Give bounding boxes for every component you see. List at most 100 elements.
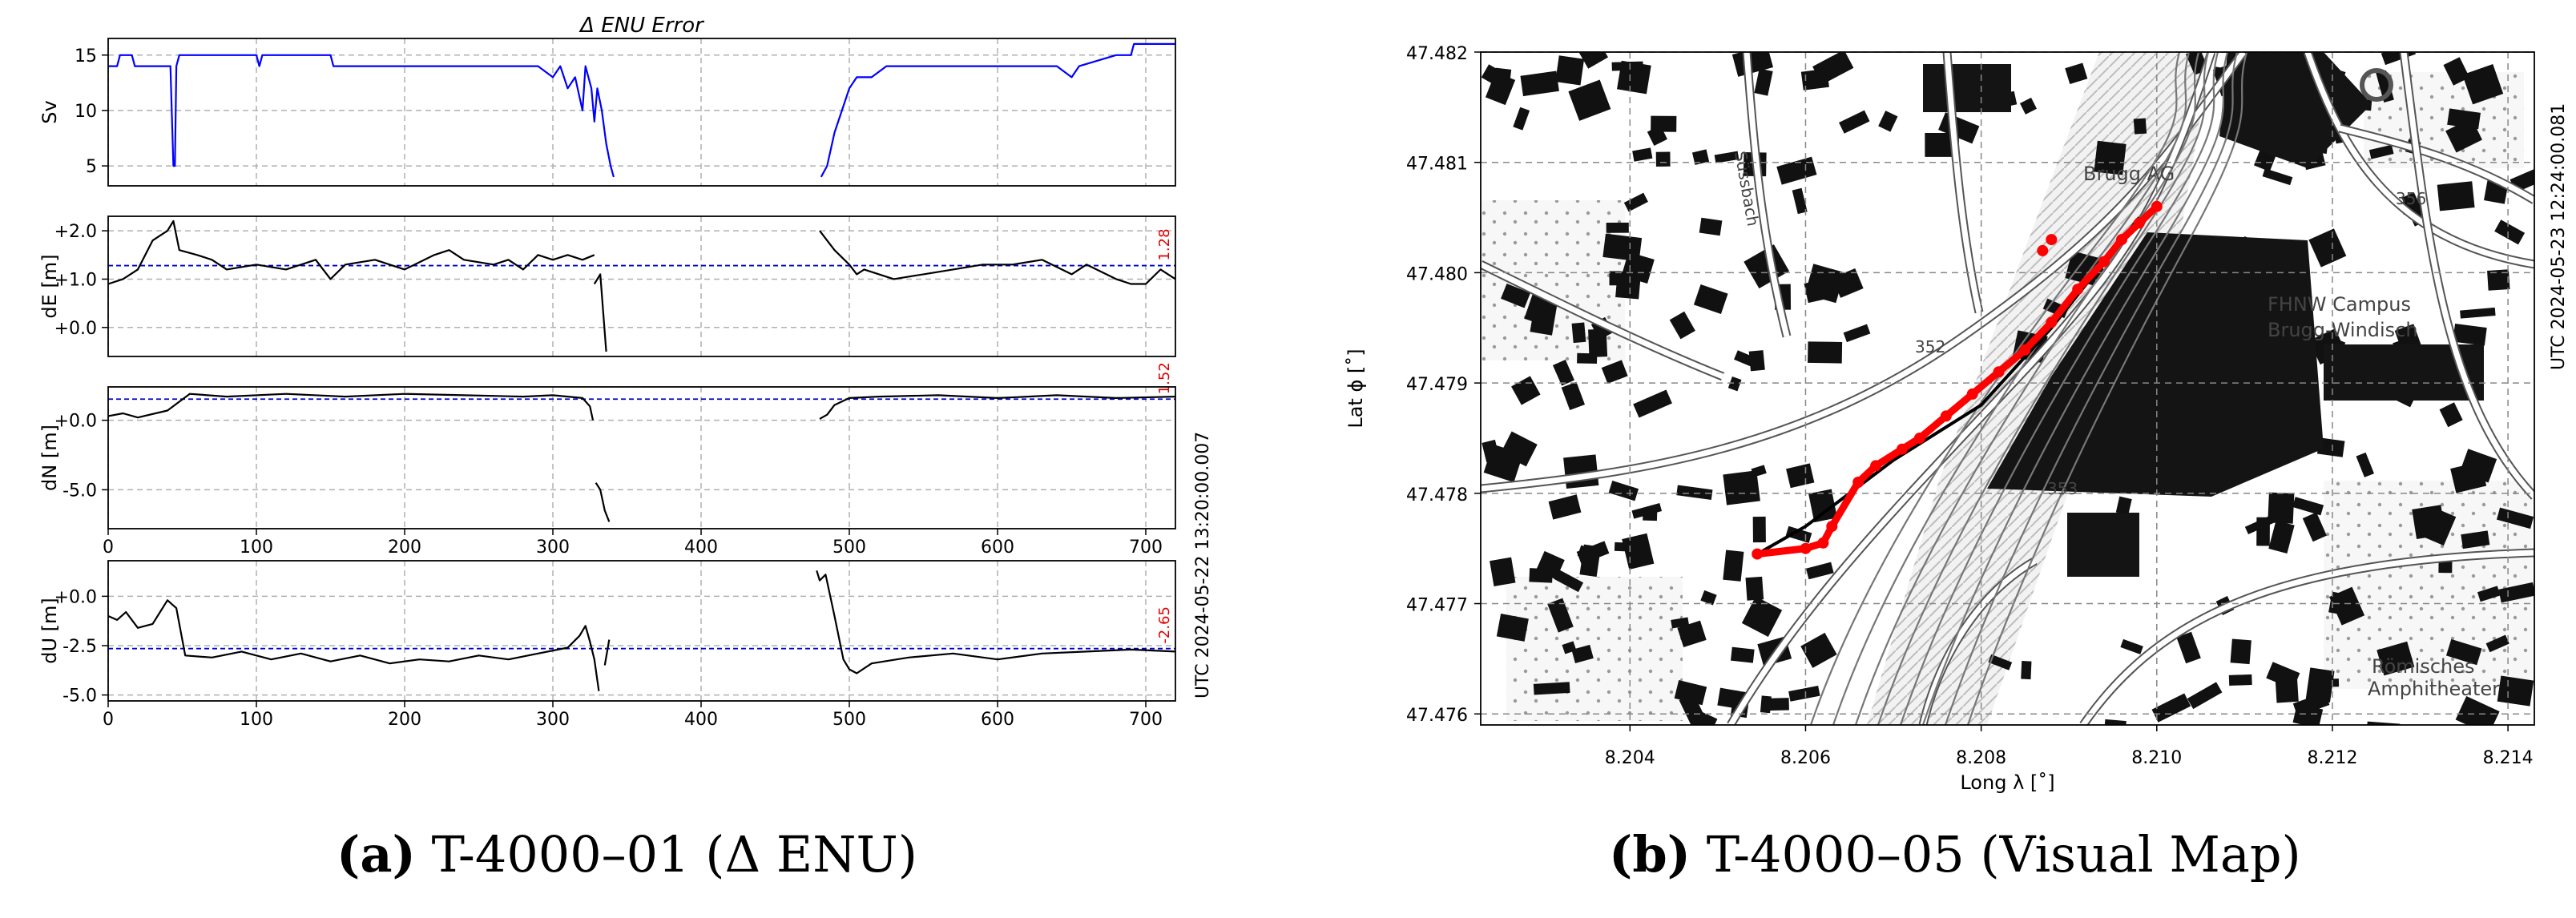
y-tick-label: +2.0 <box>54 222 97 242</box>
map-building <box>1767 698 1789 711</box>
map-building <box>2453 323 2487 346</box>
trajectory-line <box>1753 203 2161 558</box>
map-axes-frame <box>1480 51 2535 726</box>
map-road <box>1481 52 2246 492</box>
x-axis-label: Long λ [˚] <box>1960 771 2054 794</box>
subplot-dn: +0.0 -5.0 1.52 0 100 200 300 400 500 600 700 dN [m] <box>38 362 1176 558</box>
map-building <box>1669 311 1695 340</box>
y-axis-label: Lat ϕ [˚] <box>1344 348 1367 428</box>
y-tick-label: -5.0 <box>62 481 97 501</box>
axes-frame <box>107 215 1176 357</box>
axes-frame <box>107 386 1176 529</box>
map-building <box>2497 675 2534 707</box>
map-building <box>1496 614 1529 642</box>
map-building <box>1812 52 1854 85</box>
map-building <box>1717 687 1740 709</box>
map-large-building <box>2219 52 2372 168</box>
map-building <box>1808 341 1843 364</box>
map-building <box>1631 503 1663 519</box>
map-building <box>1751 465 1767 477</box>
y-axis-label: dN [m] <box>38 425 61 491</box>
map-building <box>2412 505 2446 540</box>
map-building <box>1533 682 1570 695</box>
map-building <box>2365 721 2401 725</box>
map-building <box>1748 350 1765 372</box>
enu-error-figure: Δ ENU Error 15 10 5 Sv +2.0 +1.0 +0.0 1.28 dE [m]… <box>38 14 1213 730</box>
map-road <box>1744 52 1790 337</box>
map-building <box>2187 682 2223 710</box>
y-tick-label: 47.480 <box>1406 264 1468 284</box>
map-place-label: Brugg-Windisch <box>2268 319 2418 341</box>
series-line <box>107 393 595 421</box>
x-tick-label: 400 <box>684 710 718 730</box>
map-building <box>1623 192 1648 212</box>
map-building <box>1576 541 1610 565</box>
map-building <box>1633 389 1672 418</box>
map-building <box>2292 703 2324 725</box>
trajectory-point <box>2046 234 2058 246</box>
map-building <box>2443 57 2470 86</box>
map-building <box>1745 576 1764 601</box>
series-line <box>593 273 607 352</box>
map-building <box>1674 679 1707 706</box>
map-building <box>1627 553 1649 566</box>
map-building <box>1676 485 1713 500</box>
map-building <box>1548 494 1582 520</box>
series-line <box>595 482 611 522</box>
map-building <box>1786 463 1815 489</box>
map-building <box>1571 644 1594 663</box>
map-building <box>1700 590 1717 606</box>
map-large-building <box>1923 64 2011 112</box>
mean-label: 1.52 <box>1156 362 1173 394</box>
map-building <box>1577 352 1598 364</box>
map-rail-track <box>1921 52 2229 725</box>
map-building <box>2256 517 2270 546</box>
map-building <box>2368 144 2394 159</box>
x-tick-label: 8.208 <box>1956 748 2006 768</box>
y-axis-label: dU [m] <box>38 598 61 664</box>
map-building <box>1741 596 1783 638</box>
map-rail-track <box>1899 52 2219 725</box>
series-line <box>107 599 600 691</box>
caption-left-label: (a) <box>337 825 416 884</box>
y-tick-label: 47.481 <box>1406 155 1468 175</box>
map-place-label: 353 <box>2047 479 2078 498</box>
y-tick-label: +0.0 <box>54 319 97 339</box>
map-road <box>1481 261 1724 380</box>
caption-right-text: T-4000–05 (Visual Map) <box>1706 825 2301 884</box>
map-rail-track <box>1809 52 2181 725</box>
map-building <box>2228 674 2252 686</box>
y-axis-label: Sv <box>38 100 61 123</box>
map-building <box>2460 307 2496 319</box>
map-road <box>2401 52 2534 499</box>
series-line <box>820 42 1175 178</box>
map-building <box>1691 149 1710 165</box>
map-building <box>2292 497 2324 516</box>
x-tick-label: 8.206 <box>1780 748 1831 768</box>
y-tick-label: 47.482 <box>1406 44 1468 64</box>
map-building <box>2115 496 2132 516</box>
map-road <box>2081 550 2534 725</box>
map-building <box>1752 516 1766 543</box>
map-building <box>2120 638 2143 654</box>
map-building <box>2494 219 2526 245</box>
x-tick-label: 100 <box>240 710 273 730</box>
map-building <box>2021 661 2032 680</box>
x-tick-label: 0 <box>103 710 114 730</box>
map-building <box>2485 634 2509 653</box>
map-building <box>1792 187 1808 215</box>
map-building <box>1482 439 1500 463</box>
x-tick-label: 500 <box>832 710 866 730</box>
map-building <box>1513 107 1530 131</box>
map-building <box>2133 118 2147 135</box>
map-building <box>1520 70 1559 97</box>
map-building <box>1805 562 1834 580</box>
map-building <box>2447 108 2481 130</box>
map-building <box>2302 512 2327 542</box>
map-building <box>2477 586 2501 602</box>
map-building <box>2308 228 2347 268</box>
series-line <box>819 394 1176 420</box>
map-building <box>1693 284 1728 314</box>
caption-right-label: (b) <box>1609 825 1691 884</box>
y-tick-label: 47.477 <box>1406 596 1468 616</box>
